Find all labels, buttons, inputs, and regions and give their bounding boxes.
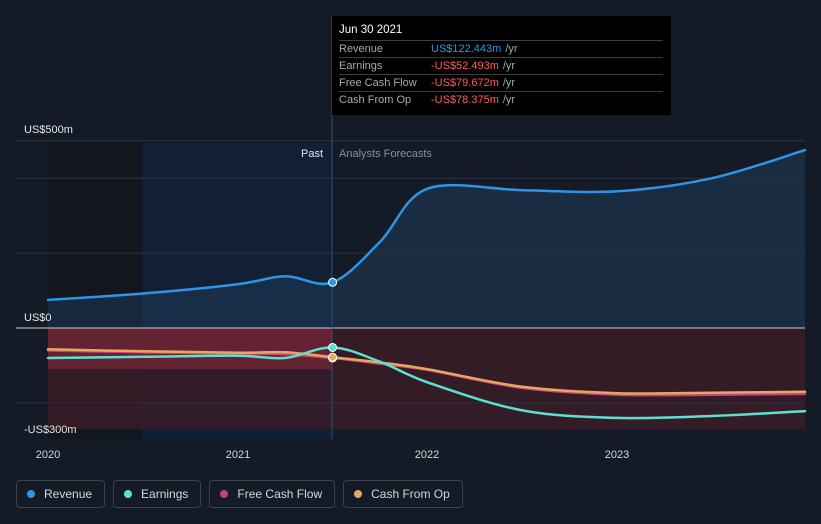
legend-dot <box>124 490 133 498</box>
x-tick-label: 2023 <box>605 449 629 461</box>
tooltip-unit: /yr <box>502 77 516 89</box>
series-lines <box>46 148 807 420</box>
tooltip-row-cash-from-op: Cash From Op -US$78.375m /yr <box>339 91 663 108</box>
series-line-earnings <box>46 346 807 420</box>
area-fills <box>48 150 805 430</box>
tooltip-row-revenue: Revenue US$122.443m /yr <box>339 40 663 57</box>
legend: Revenue Earnings Free Cash Flow Cash Fro… <box>16 480 463 510</box>
tooltip-label: Cash From Op <box>339 94 412 106</box>
highlight-dot-cash-from-op <box>328 352 338 362</box>
legend-item-free-cash-flow[interactable]: Free Cash Flow <box>209 480 336 508</box>
legend-label: Cash From Op <box>371 487 450 501</box>
grid-lines <box>16 140 805 404</box>
tooltip-date: Jun 30 2021 <box>339 24 403 36</box>
tooltip-row-free-cash-flow: Free Cash Flow -US$79.672m /yr <box>339 74 663 91</box>
tooltip-label: Free Cash Flow <box>339 77 417 89</box>
legend-item-revenue[interactable]: Revenue <box>16 480 106 508</box>
series-line-revenue <box>46 148 807 302</box>
legend-item-earnings[interactable]: Earnings <box>113 480 202 508</box>
legend-dot <box>220 490 229 498</box>
tooltip-row-earnings: Earnings -US$52.493m /yr <box>339 57 663 74</box>
negative-area-past <box>48 328 333 370</box>
forecast-label: Analysts Forecasts <box>339 148 432 160</box>
y-tick-label: -US$300m <box>24 424 77 436</box>
revenue-area <box>48 150 805 328</box>
past-label: Past <box>301 148 323 160</box>
legend-label: Earnings <box>141 487 189 501</box>
legend-dot <box>27 490 35 498</box>
highlight-dot-revenue <box>328 277 338 287</box>
highlight-dots <box>328 277 338 363</box>
y-tick-label: US$0 <box>24 312 52 324</box>
tooltip-unit: /yr <box>505 43 518 55</box>
y-tick-label: US$500m <box>24 124 73 136</box>
tooltip-unit: /yr <box>502 94 516 106</box>
tooltip: Jun 30 2021 Revenue US$122.443m /yr Earn… <box>332 16 671 115</box>
x-tick-label: 2020 <box>36 449 60 461</box>
tooltip-value: US$122.443m <box>431 43 502 55</box>
chart-svg: US$500m US$0 -US$300m Past Analysts Fore… <box>16 16 807 461</box>
tooltip-label: Earnings <box>339 60 383 72</box>
tooltip-value: -US$78.375m <box>431 94 499 106</box>
tooltip-unit: /yr <box>502 60 516 72</box>
legend-item-cash-from-op[interactable]: Cash From Op <box>343 480 463 508</box>
x-tick-label: 2022 <box>415 449 439 461</box>
x-tick-label: 2021 <box>226 449 250 461</box>
legend-dot <box>354 490 363 498</box>
legend-label: Free Cash Flow <box>237 487 323 501</box>
highlight-dot-earnings <box>328 342 338 352</box>
tooltip-label: Revenue <box>339 43 384 55</box>
tooltip-value: -US$79.672m <box>431 77 499 89</box>
tooltip-value: -US$52.493m <box>431 60 499 72</box>
legend-label: Revenue <box>44 487 93 501</box>
